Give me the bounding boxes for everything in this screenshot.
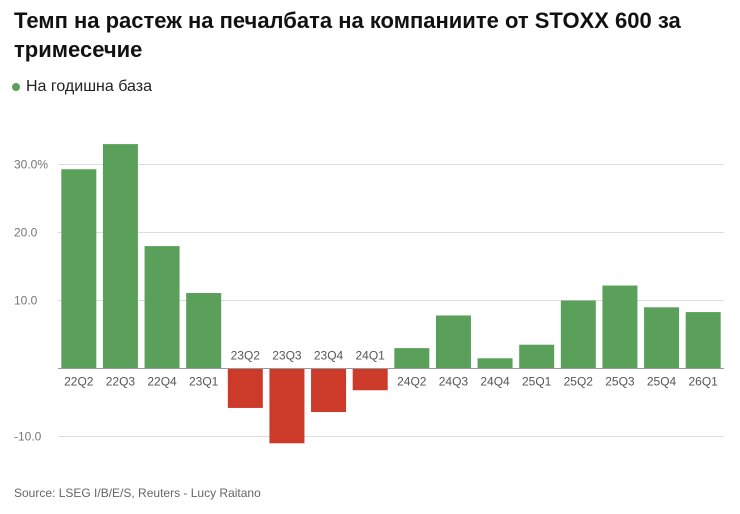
x-tick-label: 22Q3 xyxy=(106,375,136,389)
x-tick-label: 24Q4 xyxy=(480,375,510,389)
x-tick-label: 23Q2 xyxy=(231,349,261,363)
legend: На годишна база xyxy=(12,78,152,96)
bar xyxy=(602,285,638,369)
bar xyxy=(477,358,513,369)
bar xyxy=(102,144,138,369)
bar xyxy=(186,293,222,369)
bar xyxy=(519,344,555,369)
x-tick-label: 24Q1 xyxy=(356,349,386,363)
y-tick-label: 30.0% xyxy=(14,158,48,172)
x-tick-label: 25Q3 xyxy=(605,375,635,389)
y-tick-label: 20.0 xyxy=(14,226,38,240)
y-tick-label: 10.0 xyxy=(14,294,38,308)
bar xyxy=(269,368,305,444)
bar xyxy=(560,300,596,369)
bar xyxy=(144,246,180,369)
bar xyxy=(227,368,263,408)
x-tick-label: 23Q4 xyxy=(314,349,344,363)
bar xyxy=(394,348,430,369)
y-tick-label: -10.0 xyxy=(14,430,42,444)
bar xyxy=(685,312,721,369)
chart-title: Темп на растеж на печалбата на компаниит… xyxy=(14,8,681,62)
x-tick-label: 24Q2 xyxy=(397,375,427,389)
bar xyxy=(435,315,471,369)
legend-label: На годишна база xyxy=(26,78,152,95)
x-tick-label: 23Q1 xyxy=(189,375,219,389)
x-tick-label: 22Q4 xyxy=(147,375,177,389)
bar xyxy=(352,368,388,391)
x-tick-label: 25Q2 xyxy=(564,375,594,389)
x-tick-label: 24Q3 xyxy=(439,375,469,389)
x-tick-label: 26Q1 xyxy=(689,375,719,389)
x-tick-label: 22Q2 xyxy=(64,375,94,389)
x-tick-label: 25Q4 xyxy=(647,375,677,389)
legend-marker xyxy=(12,83,20,91)
bar xyxy=(644,307,680,369)
bar xyxy=(311,368,347,413)
bar xyxy=(61,169,97,369)
x-tick-label: 25Q1 xyxy=(522,375,552,389)
source-note: Source: LSEG I/B/E/S, Reuters - Lucy Rai… xyxy=(14,486,261,500)
x-tick-label: 23Q3 xyxy=(272,349,302,363)
